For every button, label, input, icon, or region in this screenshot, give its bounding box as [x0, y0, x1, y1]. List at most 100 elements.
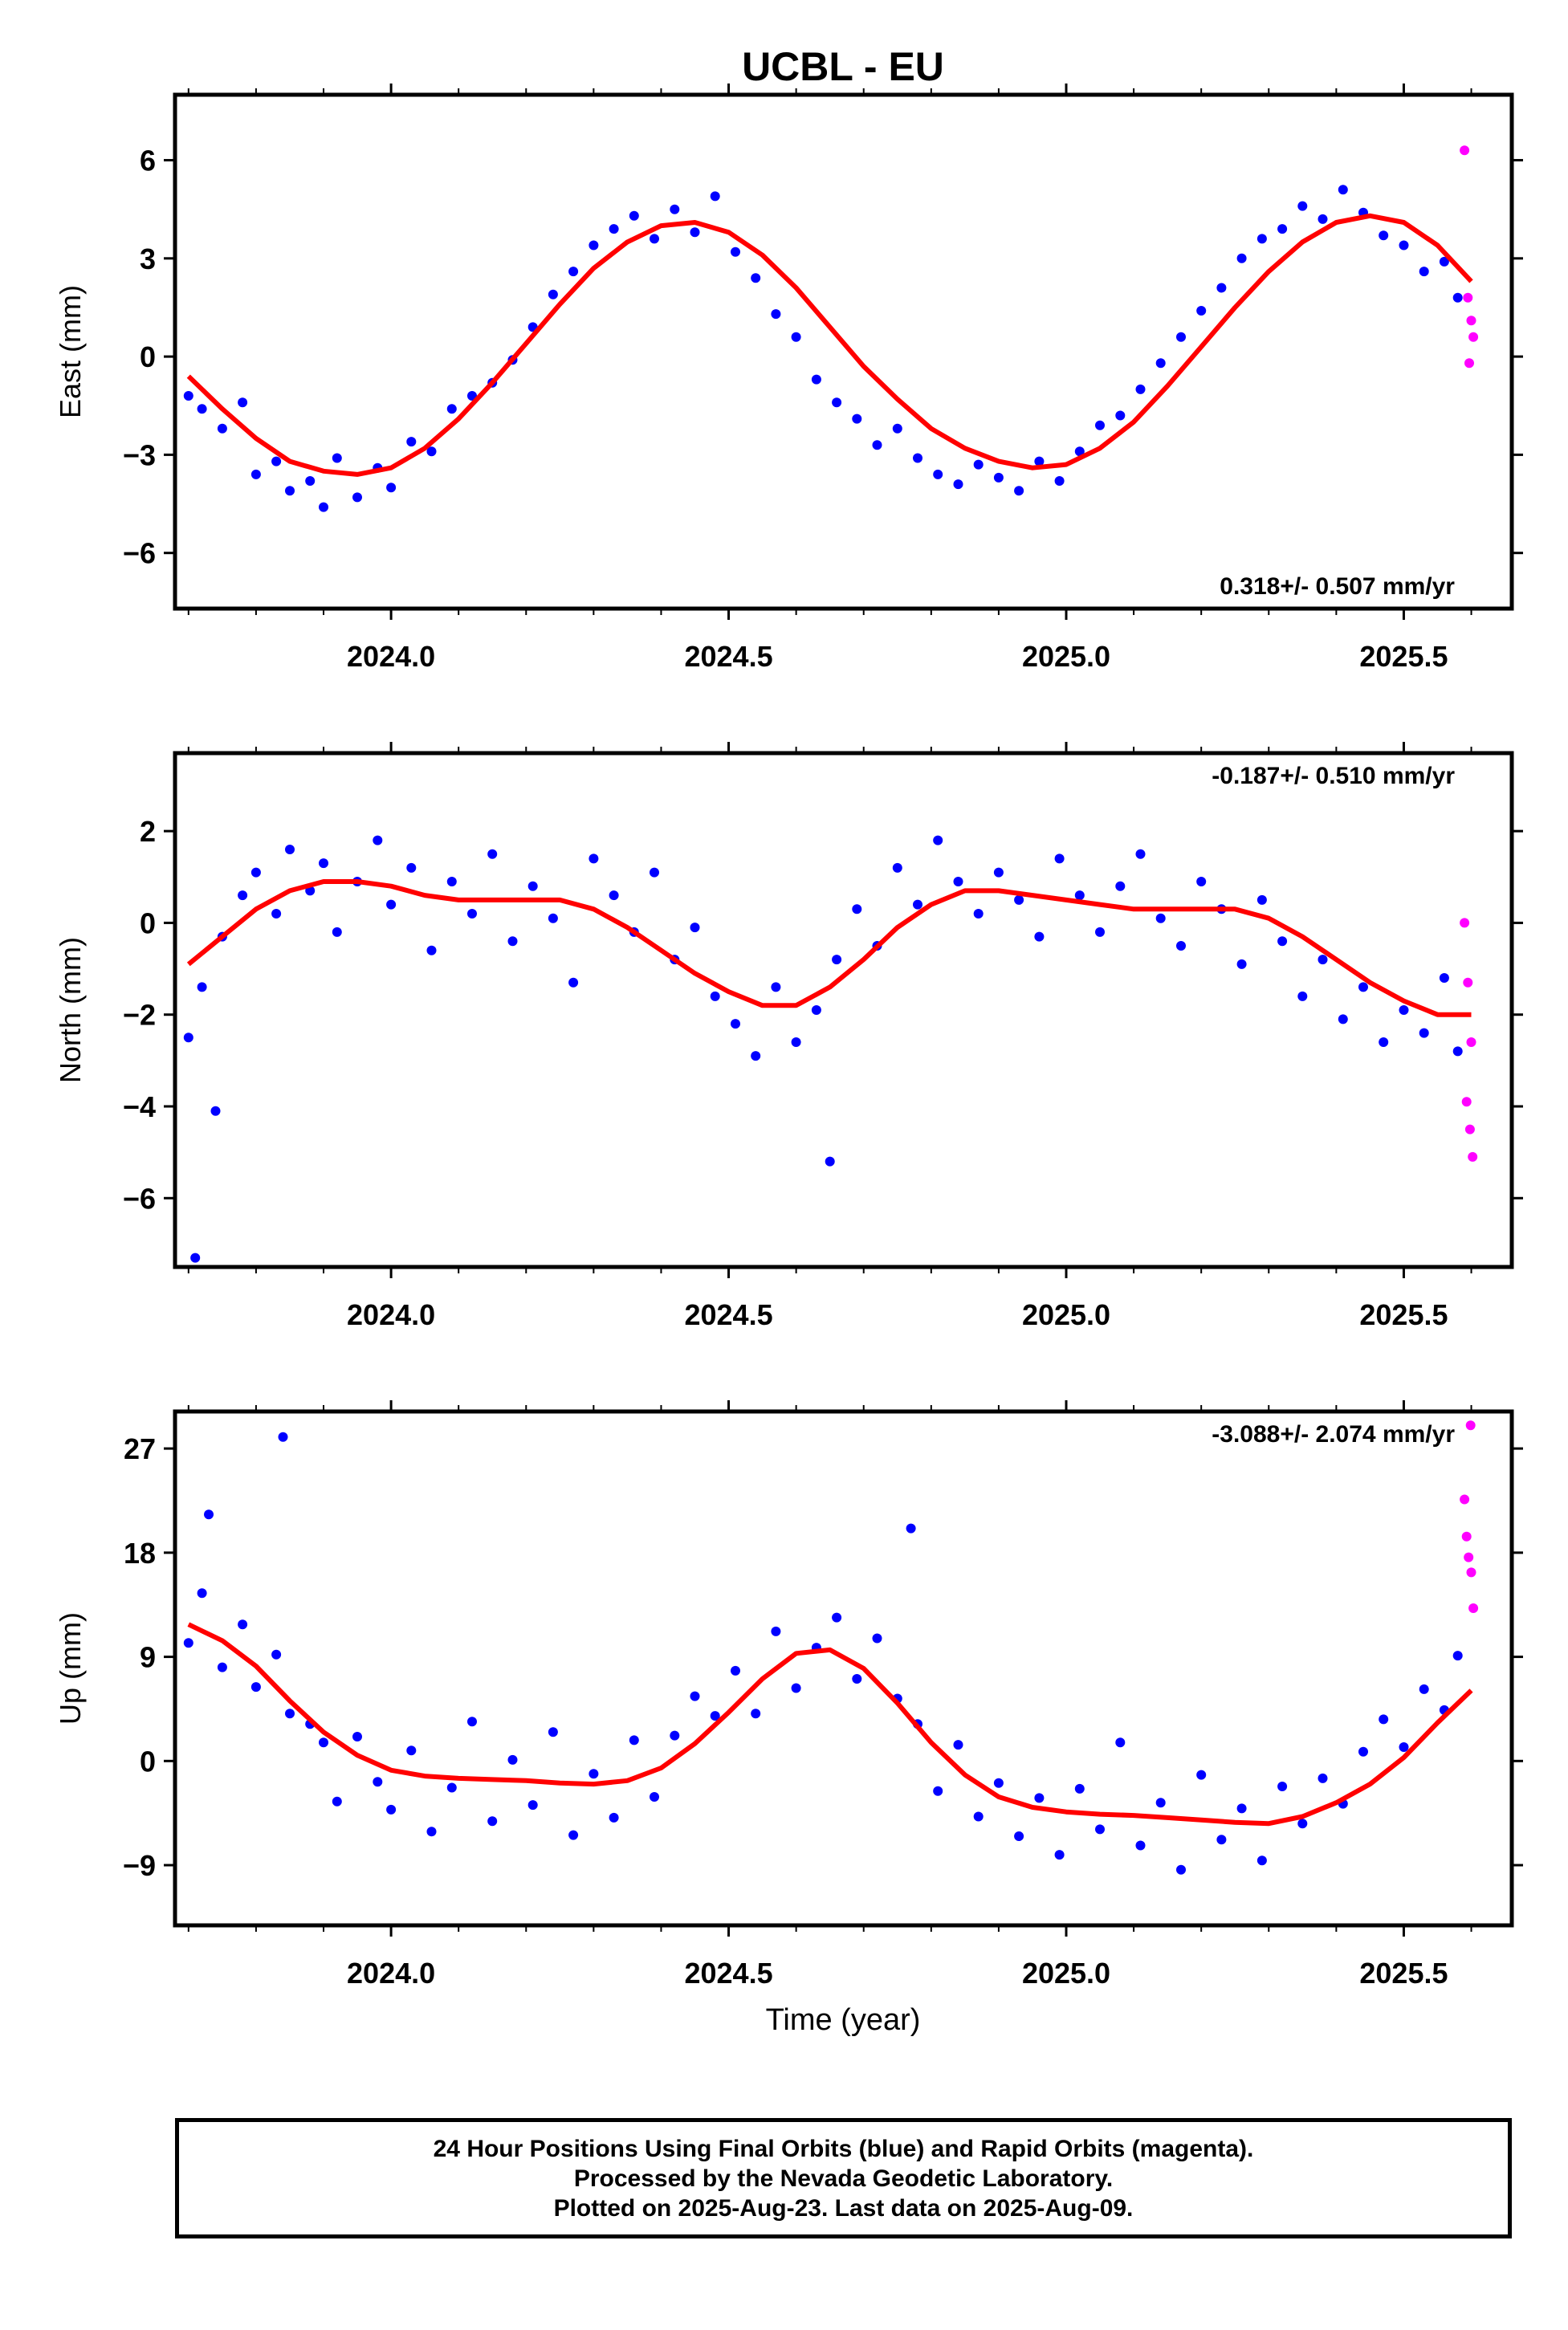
- east-final-point: [1216, 283, 1227, 293]
- north-final-point: [406, 862, 417, 873]
- east-final-point: [1256, 234, 1267, 244]
- east-final-point: [1176, 332, 1186, 342]
- north-final-point: [386, 899, 397, 910]
- up-final-point: [278, 1432, 288, 1442]
- up-final-point: [751, 1709, 761, 1719]
- east-final-point: [892, 423, 902, 434]
- up-final-point: [527, 1800, 538, 1811]
- east-final-point: [690, 227, 700, 238]
- east-final-point: [791, 332, 801, 342]
- up-points-layer: [183, 1420, 1479, 1875]
- east-final-point: [1236, 253, 1247, 263]
- up-final-point: [1014, 1831, 1024, 1841]
- up-final-point: [731, 1665, 740, 1676]
- up-final-point: [1095, 1824, 1105, 1835]
- up-ylabel: Up (mm): [54, 1612, 87, 1725]
- up-final-point: [933, 1786, 943, 1796]
- up-final-point: [271, 1649, 282, 1660]
- up-final-point: [1054, 1850, 1065, 1860]
- east-panel-frame: [173, 92, 1514, 611]
- north-final-point: [271, 909, 282, 919]
- north-final-point: [238, 890, 248, 901]
- footer-line-2: Processed by the Nevada Geodetic Laborat…: [573, 2165, 1114, 2192]
- east-final-point: [426, 446, 437, 457]
- east-final-point: [446, 404, 457, 414]
- up-final-point: [1256, 1855, 1267, 1866]
- north-final-point: [791, 1037, 801, 1047]
- up-final-point: [1176, 1864, 1186, 1875]
- up-final-point: [204, 1509, 214, 1520]
- east-final-point: [406, 437, 417, 447]
- north-final-point: [1256, 894, 1267, 905]
- north-final-point: [507, 936, 518, 947]
- north-final-point: [1379, 1037, 1389, 1047]
- up-ytick-label: 27: [124, 1432, 156, 1465]
- north-final-point: [1439, 973, 1449, 983]
- east-final-point: [1419, 267, 1429, 277]
- east-fit-line: [186, 213, 1473, 477]
- up-final-point: [771, 1626, 781, 1636]
- north-ylabel: North (mm): [54, 937, 87, 1083]
- up-final-point: [467, 1717, 477, 1727]
- east-final-point: [285, 486, 295, 496]
- north-final-point: [446, 877, 457, 886]
- north-xtick-label: 2025.0: [1022, 1298, 1110, 1331]
- up-final-point: [872, 1633, 882, 1644]
- up-xtick-label: 2025.5: [1359, 1957, 1448, 1990]
- north-final-point: [771, 982, 781, 992]
- north-final-point: [183, 1033, 193, 1043]
- east-final-point: [197, 404, 207, 414]
- chart-title: UCBL - EU: [742, 44, 944, 89]
- east-final-point: [852, 413, 862, 424]
- up-final-point: [197, 1588, 207, 1599]
- up-final-point: [906, 1523, 916, 1534]
- east-xtick-label: 2025.0: [1022, 640, 1110, 673]
- up-final-point: [650, 1792, 659, 1802]
- north-final-point: [467, 909, 477, 919]
- up-final-point: [446, 1782, 457, 1793]
- north-final-point: [1095, 927, 1105, 937]
- north-final-point: [710, 991, 720, 1001]
- up-final-point: [710, 1711, 720, 1721]
- east-final-point: [1399, 240, 1409, 251]
- north-final-point: [1236, 959, 1247, 969]
- north-final-point: [690, 923, 700, 933]
- east-final-point: [1196, 306, 1207, 316]
- up-ytick-label: 18: [124, 1537, 156, 1570]
- north-ytick-label: −2: [123, 999, 156, 1032]
- north-final-point: [933, 835, 943, 845]
- up-fit-line: [187, 1622, 1473, 1827]
- up-final-point: [319, 1737, 328, 1748]
- x-axis-label: Time (year): [766, 2003, 921, 2037]
- north-final-point: [285, 845, 295, 854]
- up-final-point: [1399, 1742, 1409, 1752]
- east-final-point: [1439, 256, 1449, 267]
- east-final-point: [1074, 446, 1085, 457]
- up-final-point: [1297, 1819, 1308, 1829]
- east-final-point: [1054, 476, 1065, 486]
- east-final-point: [811, 374, 821, 385]
- east-final-point: [1095, 420, 1105, 430]
- east-xtick-label: 2025.5: [1359, 640, 1448, 673]
- east-final-point: [271, 456, 282, 466]
- north-final-point: [1034, 931, 1045, 942]
- east-final-point: [650, 234, 659, 244]
- north-final-point: [1419, 1028, 1429, 1038]
- north-final-point: [210, 1106, 221, 1116]
- up-final-point: [1318, 1773, 1328, 1783]
- east-final-point: [1014, 486, 1024, 496]
- up-final-point: [1277, 1782, 1288, 1791]
- north-fit-line: [186, 879, 1472, 1017]
- east-panel: −6 −3 0 3 6 2024.0 2024.5 2025.0 2025.5 East (mm…: [54, 84, 1523, 673]
- north-xtick-label: 2025.5: [1359, 1298, 1448, 1331]
- up-xtick-label: 2024.5: [684, 1957, 772, 1990]
- up-final-point: [1216, 1835, 1227, 1845]
- up-final-point: [690, 1691, 700, 1701]
- north-ytick-label: 0: [140, 906, 156, 939]
- up-panel-frame: [173, 1409, 1514, 1928]
- up-final-point: [183, 1638, 193, 1648]
- east-final-point: [832, 397, 842, 408]
- east-ytick-label: −6: [123, 537, 156, 570]
- east-rapid-point: [1464, 358, 1474, 369]
- north-final-point: [1155, 913, 1166, 923]
